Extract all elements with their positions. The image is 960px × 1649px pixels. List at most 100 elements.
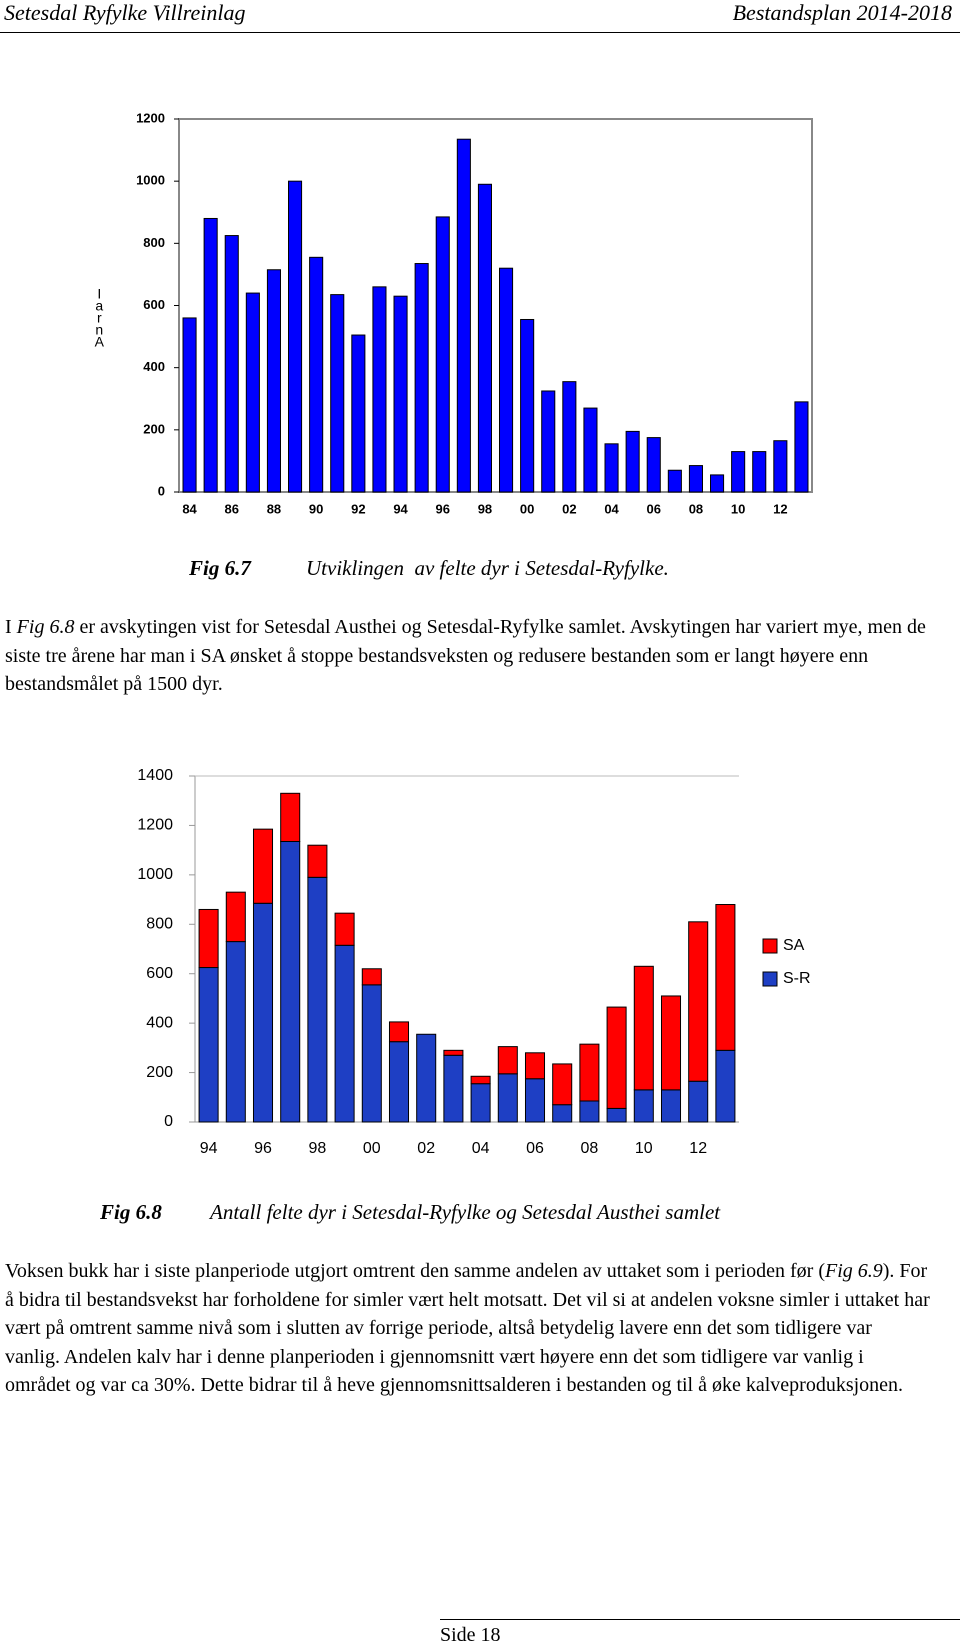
y-tick-label: 1000 — [136, 173, 165, 188]
legend-label: SA — [783, 937, 805, 954]
bar — [520, 318, 535, 493]
bar — [435, 216, 450, 493]
x-tick-label: 04 — [472, 1140, 490, 1157]
bar-segment — [524, 1052, 546, 1080]
bar-segment — [225, 941, 246, 1123]
y-tick-label: 400 — [143, 359, 165, 374]
bar-segment — [470, 1083, 491, 1123]
text: er avskytingen vist for Setesdal Austhei… — [5, 616, 926, 695]
x-tick-label: 10 — [635, 1140, 653, 1157]
x-tick-label: 86 — [225, 501, 239, 516]
x-tick-label: 06 — [526, 1140, 544, 1157]
bar — [203, 217, 218, 493]
y-tick-label: 200 — [146, 1064, 173, 1081]
bar-segment — [416, 1033, 437, 1123]
bar — [351, 334, 366, 493]
legend-swatch — [762, 971, 778, 987]
x-tick-label: 96 — [436, 501, 450, 516]
bar-segment — [252, 828, 274, 904]
legend-swatch — [762, 938, 778, 954]
bar — [688, 465, 703, 493]
bar-segment — [198, 967, 219, 1123]
x-tick-label: 12 — [773, 501, 787, 516]
y-tick-label: 1400 — [137, 767, 173, 784]
bar-segment — [552, 1104, 573, 1123]
bar — [456, 138, 471, 493]
bar-segment — [361, 984, 382, 1123]
page-number: Side 18 — [440, 1624, 501, 1646]
bar — [604, 443, 619, 493]
x-tick-label: 00 — [520, 501, 534, 516]
bar-segment — [280, 792, 301, 842]
bar-segment — [660, 1089, 682, 1123]
bar-segment — [334, 912, 355, 946]
x-tick-label: 88 — [267, 501, 281, 516]
bar — [266, 269, 281, 493]
x-tick-label: 06 — [647, 501, 661, 516]
bar — [182, 317, 197, 493]
bar-segment — [579, 1043, 600, 1102]
bar — [562, 381, 577, 493]
x-tick-label: 08 — [581, 1140, 599, 1157]
bar-segment — [280, 840, 301, 1123]
paragraph: I Fig 6.8 er avskytingen vist for Setesd… — [5, 613, 930, 699]
header-right: Bestandsplan 2014-2018 — [732, 0, 952, 25]
y-axis-label: IarnA — [91, 286, 107, 347]
bar — [752, 451, 767, 493]
y-tick-label: 0 — [164, 1113, 173, 1130]
bar-segment — [524, 1078, 546, 1123]
bar — [477, 183, 492, 493]
bar-segment — [688, 921, 709, 1082]
bar — [393, 295, 408, 493]
x-tick-label: 98 — [309, 1140, 327, 1157]
bar-segment — [552, 1063, 573, 1106]
bar — [224, 235, 239, 493]
bar-segment — [497, 1046, 518, 1075]
x-tick-label: 04 — [604, 501, 619, 516]
x-tick-label: 84 — [182, 501, 197, 516]
bar-segment — [443, 1054, 464, 1123]
bar-segment — [361, 968, 382, 986]
bar-segment — [606, 1107, 627, 1123]
x-tick-label: 08 — [689, 501, 703, 516]
caption-text: Antall felte dyr i Setesdal-Ryfylke og S… — [210, 1200, 721, 1224]
bar-segment — [388, 1041, 410, 1123]
x-tick-label: 02 — [562, 501, 576, 516]
y-tick-label: 600 — [146, 965, 173, 982]
y-tick-label: 800 — [146, 916, 173, 933]
y-tick-label: 800 — [143, 235, 165, 250]
figure-ref: Fig 6.8 — [16, 616, 75, 638]
x-tick-label: 92 — [351, 501, 365, 516]
x-tick-label: 10 — [731, 501, 745, 516]
caption-label: Fig 6.8 — [100, 1200, 162, 1224]
x-tick-label: 94 — [200, 1140, 218, 1157]
bar-segment — [633, 1089, 654, 1123]
y-tick-label: 1000 — [137, 866, 173, 883]
bar-segment — [388, 1021, 410, 1043]
x-tick-label: 12 — [689, 1140, 707, 1157]
bar — [646, 437, 661, 493]
footer-rule — [440, 1619, 960, 1620]
y-tick-label: 400 — [146, 1014, 173, 1031]
text: Voksen bukk har i siste planperiode utgj… — [5, 1260, 825, 1282]
bar-segment — [606, 1006, 627, 1109]
caption-label: Fig 6.7 — [189, 556, 251, 580]
bar-segment — [715, 1049, 736, 1123]
x-tick-label: 90 — [309, 501, 323, 516]
bar — [309, 256, 324, 493]
y-tick-label: 1200 — [137, 817, 173, 834]
bar-segment — [307, 844, 328, 878]
bar — [288, 180, 303, 493]
bar-segment — [252, 902, 274, 1123]
x-tick-label: 96 — [254, 1140, 272, 1157]
bar — [541, 390, 556, 493]
bar-segment — [715, 904, 736, 1051]
figure-ref: Fig 6.9 — [824, 1260, 883, 1282]
bar — [667, 469, 682, 493]
text: ). For å bidra til bestandsvekst har for… — [5, 1260, 930, 1396]
bar — [710, 474, 725, 493]
bar-segment — [660, 995, 682, 1091]
bar-segment — [633, 965, 654, 1091]
